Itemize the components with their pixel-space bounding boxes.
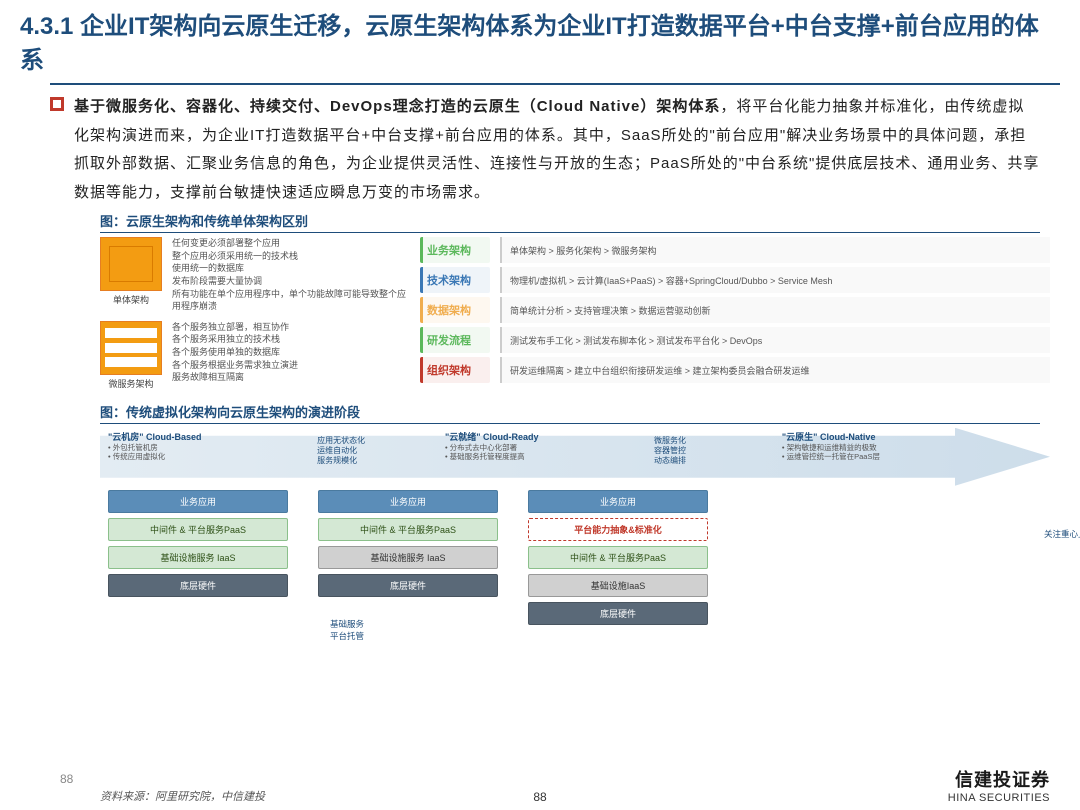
stack-column: 业务应用平台能力抽象&标准化中间件 & 平台服务PaaS 基础设施IaaS 底层硬件	[528, 490, 708, 625]
stack-box: 底层硬件	[528, 602, 708, 625]
stack-row: 业务应用中间件 & 平台服务PaaS基础设施服务 IaaS底层硬件业务应用中间件…	[100, 490, 955, 625]
matrix-label: 研发流程	[420, 327, 490, 353]
matrix-label: 业务架构	[420, 237, 490, 263]
figure1-caption: 图：云原生架构和传统单体架构区别	[100, 211, 1040, 233]
matrix-label: 数据架构	[420, 297, 490, 323]
diagram1: 单体架构 任何变更必须部署整个应用 整个应用必须采用统一的技术栈 使用统一的数据…	[100, 237, 1050, 398]
matrix-content: 简单统计分析 > 支持管理决策 > 数据运营驱动创新	[500, 297, 1050, 323]
page-number-left: 88	[60, 772, 73, 786]
logo: 信建投证券 HINA SECURITIES	[948, 766, 1050, 804]
stack-column: 业务应用中间件 & 平台服务PaaS 基础设施服务 IaaS 底层硬件	[318, 490, 498, 625]
stage-item: "云机房" Cloud-Based• 外包托管机房 • 传统应用虚拟化	[108, 432, 311, 482]
microservice-icon	[100, 321, 162, 375]
microservice-label: 微服务架构	[100, 377, 162, 390]
annotation-right: 关注重心上移	[1044, 528, 1080, 540]
stage-item: "云就绪" Cloud-Ready• 分布式去中心化部署 • 基础服务托管程度提…	[445, 432, 648, 482]
monolith-icon	[100, 237, 162, 291]
matrix-content: 测试发布手工化 > 测试发布脚本化 > 测试发布平台化 > DevOps	[500, 327, 1050, 353]
stack-box: 底层硬件	[108, 574, 288, 597]
body-bold: 基于微服务化、容器化、持续交付、DevOps理念打造的云原生（Cloud Nat…	[74, 98, 720, 115]
matrix-label: 技术架构	[420, 267, 490, 293]
page-number-center: 88	[533, 790, 546, 804]
matrix-row: 组织架构 研发运维隔离 > 建立中台组织衔接研发运维 > 建立架构委员会融合研发…	[420, 357, 1050, 383]
stack-box: 业务应用	[108, 490, 288, 513]
stack-box: 基础设施服务 IaaS	[108, 546, 288, 569]
body-paragraph: 基于微服务化、容器化、持续交付、DevOps理念打造的云原生（Cloud Nat…	[0, 93, 1080, 207]
stack-box: 业务应用	[318, 490, 498, 513]
monolith-label: 单体架构	[100, 293, 162, 306]
stage-item: "云原生" Cloud-Native• 架构敏捷和运维精益的极致 • 运维管控统…	[782, 432, 985, 482]
matrix-row: 技术架构 物理机/虚拟机 > 云计算(IaaS+PaaS) > 容器+Sprin…	[420, 267, 1050, 293]
stack-box: 中间件 & 平台服务PaaS	[528, 546, 708, 569]
diagram2: "云机房" Cloud-Based• 外包托管机房 • 传统应用虚拟化应用无状态…	[100, 428, 1050, 653]
logo-en: HINA SECURITIES	[948, 792, 1050, 804]
stack-column: 业务应用中间件 & 平台服务PaaS 基础设施服务 IaaS 底层硬件	[108, 490, 288, 625]
matrix-row: 研发流程 测试发布手工化 > 测试发布脚本化 > 测试发布平台化 > DevOp…	[420, 327, 1050, 353]
stack-box: 中间件 & 平台服务PaaS	[108, 518, 288, 541]
stage-row: "云机房" Cloud-Based• 外包托管机房 • 传统应用虚拟化应用无状态…	[100, 432, 993, 482]
stack-box: 基础设施服务 IaaS	[318, 546, 498, 569]
matrix-row: 数据架构 简单统计分析 > 支持管理决策 > 数据运营驱动创新	[420, 297, 1050, 323]
figure2-caption: 图：传统虚拟化架构向云原生架构的演进阶段	[100, 402, 1040, 424]
annotation-bottom: 基础服务 平台托管	[330, 618, 364, 642]
matrix-content: 研发运维隔离 > 建立中台组织衔接研发运维 > 建立架构委员会融合研发运维	[500, 357, 1050, 383]
stage-item: 微服务化 容器管控 动态编排	[654, 432, 776, 482]
matrix-content: 物理机/虚拟机 > 云计算(IaaS+PaaS) > 容器+SpringClou…	[500, 267, 1050, 293]
matrix-label: 组织架构	[420, 357, 490, 383]
source-text: 资料来源：阿里研究院，中信建投	[100, 788, 265, 804]
stack-box: 中间件 & 平台服务PaaS	[318, 518, 498, 541]
title-underline	[50, 83, 1060, 85]
stack-box: 底层硬件	[318, 574, 498, 597]
monolith-desc: 任何变更必须部署整个应用 整个应用必须采用统一的技术栈 使用统一的数据库 发布阶…	[172, 237, 410, 313]
microservice-desc: 各个服务独立部署，相互协作 各个服务采用独立的技术栈 各个服务使用单独的数据库 …	[172, 321, 298, 384]
stack-box: 基础设施IaaS	[528, 574, 708, 597]
matrix-content: 单体架构 > 服务化架构 > 微服务架构	[500, 237, 1050, 263]
matrix-row: 业务架构 单体架构 > 服务化架构 > 微服务架构	[420, 237, 1050, 263]
logo-cn: 信建投证券	[948, 766, 1050, 792]
bullet-icon	[50, 97, 64, 111]
footer: 88 资料来源：阿里研究院，中信建投 88 信建投证券 HINA SECURIT…	[0, 766, 1080, 804]
left-architecture: 单体架构 任何变更必须部署整个应用 整个应用必须采用统一的技术栈 使用统一的数据…	[100, 237, 410, 398]
architecture-matrix: 业务架构 单体架构 > 服务化架构 > 微服务架构技术架构 物理机/虚拟机 > …	[420, 237, 1050, 398]
stack-box: 平台能力抽象&标准化	[528, 518, 708, 541]
section-title: 4.3.1 企业IT架构向云原生迁移，云原生架构体系为企业IT打造数据平台+中台…	[0, 0, 1080, 83]
stack-box: 业务应用	[528, 490, 708, 513]
stage-item: 应用无状态化 运维自动化 服务规模化	[317, 432, 439, 482]
